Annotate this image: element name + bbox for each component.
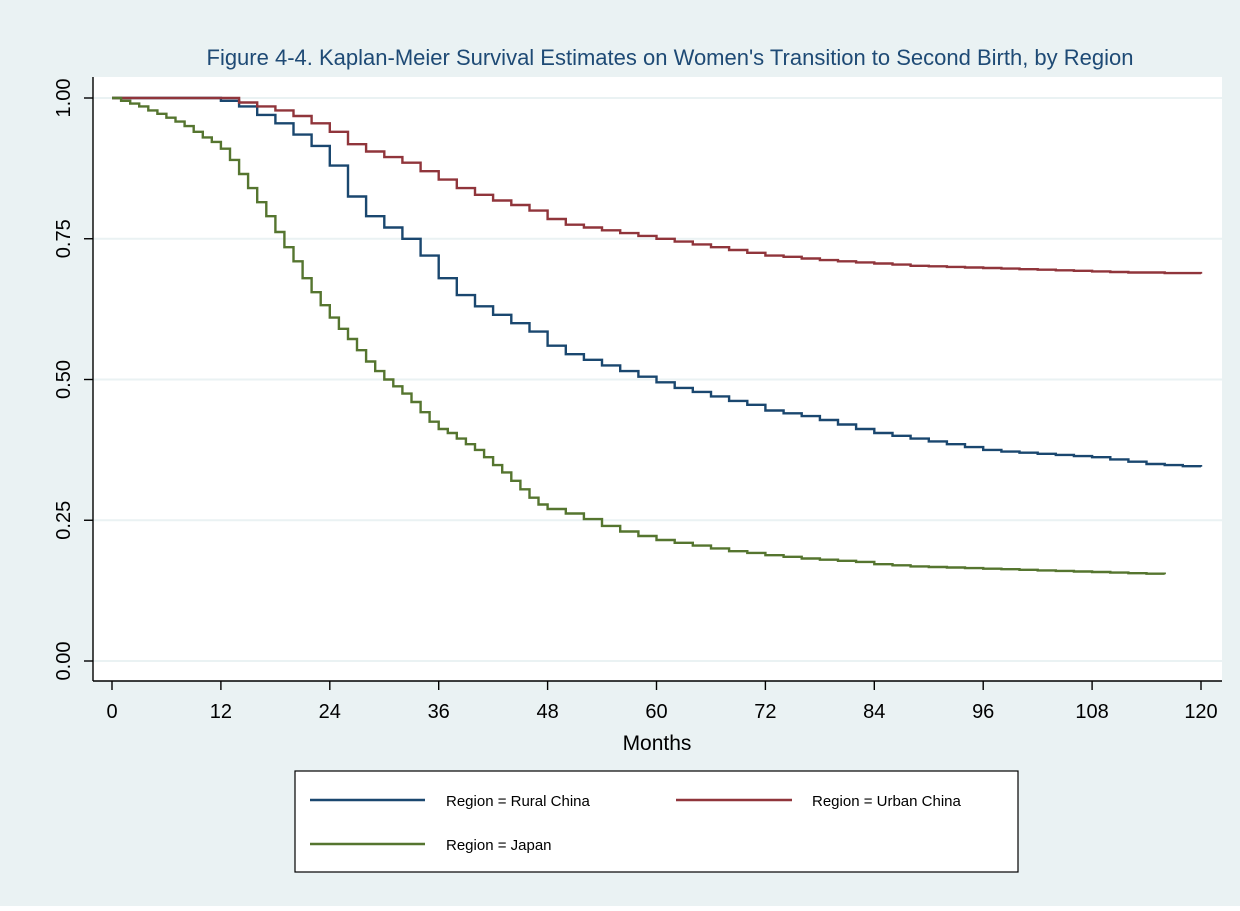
y-tick-label: 0.25 [53, 501, 75, 540]
x-axis-title: Months [623, 732, 692, 755]
x-tick-label: 0 [106, 701, 117, 723]
legend-label-japan: Region = Japan [446, 837, 552, 854]
legend-box [294, 770, 1019, 873]
legend-label-urban: Region = Urban China [812, 793, 962, 810]
y-tick-label: 1.00 [53, 79, 75, 118]
series-group [112, 96, 1203, 575]
x-tick-label: 48 [536, 701, 558, 723]
series-line-rural-china [112, 96, 1203, 468]
x-tick-label: 84 [863, 701, 885, 723]
x-tick-label: 24 [319, 701, 341, 723]
x-tick-label: 72 [754, 701, 776, 723]
legend-label-rural: Region = Rural China [446, 793, 590, 810]
y-tick-label: 0.00 [53, 642, 75, 681]
series-line-urban-china [112, 96, 1203, 275]
x-tick-label: 36 [428, 701, 450, 723]
x-tick-label: 96 [972, 701, 994, 723]
x-tick-label: 12 [210, 701, 232, 723]
chart-title: Figure 4-4. Kaplan-Meier Survival Estima… [207, 45, 1134, 70]
series-line-japan [112, 96, 1166, 575]
x-tick-label: 120 [1184, 701, 1217, 723]
legend: Region = Rural China Region = Urban Chin… [294, 770, 1019, 873]
x-tick-label: 60 [645, 701, 667, 723]
x-tick-label: 108 [1075, 701, 1108, 723]
y-tick-label: 0.50 [53, 360, 75, 399]
y-tick-label: 0.75 [53, 219, 75, 258]
axes: 0 12 24 36 48 60 72 84 96 108 120 0.00 0.25 0.50 0.75 1… [53, 77, 1222, 723]
